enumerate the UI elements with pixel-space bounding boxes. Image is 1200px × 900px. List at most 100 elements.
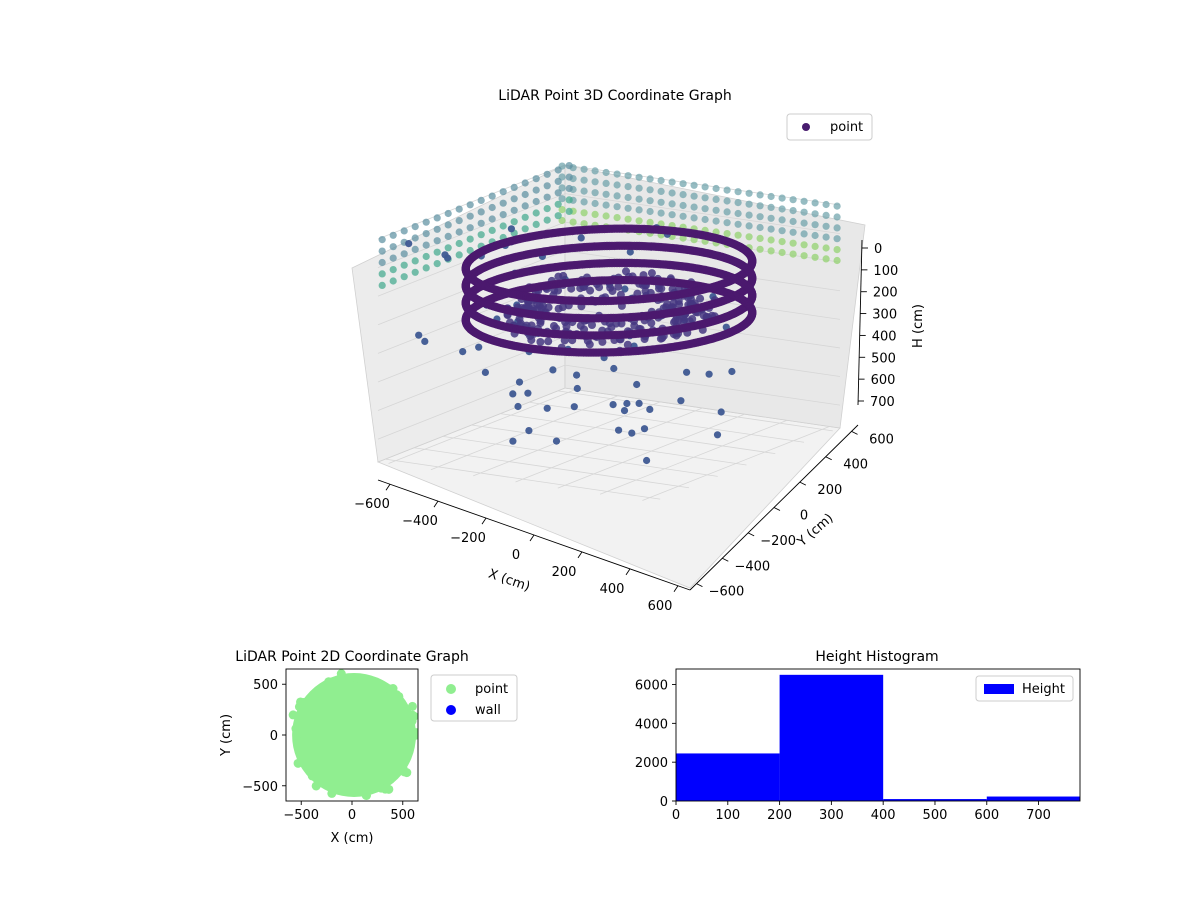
point-3d [723, 197, 731, 205]
point-3d [411, 257, 419, 265]
point-3d [614, 282, 623, 291]
point-3d [433, 260, 441, 268]
point-3d [657, 209, 665, 217]
point-3d [466, 246, 474, 255]
legend-3d-box [786, 113, 873, 141]
legend-histogram-box [975, 675, 1074, 702]
y-tick-mark [851, 430, 858, 435]
point-2d [384, 784, 394, 794]
point-3d [477, 219, 485, 227]
legend-2d-wall-label: wall [475, 703, 501, 718]
point-3d [789, 239, 797, 247]
point-2d [293, 758, 303, 768]
point-3d [811, 210, 819, 218]
histogram-bar [779, 674, 884, 801]
point-3d [543, 193, 551, 201]
point-3d [674, 316, 683, 325]
point-3d [778, 216, 786, 224]
point-3d [822, 244, 830, 252]
point-3d [633, 380, 641, 389]
point-3d [712, 184, 720, 193]
point-3d [721, 312, 731, 322]
point-3d [591, 178, 599, 186]
point-3d [778, 227, 786, 235]
x-tick-label-hist: 700 [1026, 808, 1051, 823]
legend-3d-point-marker [802, 123, 810, 131]
x-tick-label: 600 [648, 599, 673, 614]
point-3d [514, 402, 522, 411]
point-3d [800, 230, 808, 238]
legend-histogram: Height [975, 675, 1074, 702]
grid-line-wall-z [564, 193, 841, 234]
point-2d [329, 678, 339, 688]
scatter-2d-chart: LiDAR Point 2D Coordinate Graph −500 0 500… [219, 649, 518, 846]
point-3d [767, 214, 775, 222]
x-tick-label: −400 [402, 514, 438, 529]
point-3d [580, 220, 588, 228]
x-tick-label-2d: 0 [348, 808, 356, 823]
point-3d [668, 211, 676, 219]
point-3d [606, 283, 615, 292]
point-3d [510, 195, 518, 203]
point-3d [696, 294, 705, 303]
point-3d [488, 226, 496, 234]
y-tick-label: 400 [843, 458, 868, 473]
point-2d [385, 774, 395, 784]
point-3d [444, 232, 452, 240]
point-3d [723, 208, 731, 216]
point-3d [789, 228, 797, 236]
point-3d [400, 261, 408, 269]
point-3d [459, 348, 467, 356]
y-tick-label-hist: 6000 [635, 679, 668, 694]
ticks-histogram: 0 100 200 300 400 500 600 700 0 2000 4000 6000 [635, 679, 1051, 823]
point-3d [811, 231, 819, 240]
point-3d [509, 437, 517, 445]
z-tick-label: 100 [873, 264, 898, 279]
point-3d [411, 245, 419, 253]
point-3d [624, 183, 632, 191]
point-3d [635, 173, 643, 181]
point-3d [800, 252, 808, 260]
point-3d [543, 216, 551, 224]
grid-line-floor-y [385, 458, 661, 500]
point-3d [635, 184, 643, 192]
point-3d [378, 247, 386, 255]
y-tick-label: 0 [800, 509, 808, 524]
point-3d [591, 167, 599, 175]
point-3d [657, 187, 665, 195]
y-tick-label-hist: 2000 [635, 756, 668, 771]
point-3d [615, 426, 623, 434]
point-3d [532, 197, 540, 206]
point-3d [588, 321, 596, 329]
legend-2d-wall-marker [446, 705, 456, 715]
point-3d [721, 295, 731, 304]
point-3d [580, 165, 588, 173]
point-3d [675, 300, 684, 309]
point-2d [352, 673, 362, 683]
point-3d [488, 192, 496, 200]
point-3d [701, 205, 709, 213]
point-3d [647, 269, 656, 278]
point-3d [580, 176, 588, 184]
point-3d [690, 192, 698, 200]
grid-line-floor-y [557, 390, 833, 432]
point-3d [544, 337, 553, 346]
x-tick-mark [529, 534, 535, 542]
y-tick-label: −400 [734, 559, 770, 574]
point-2d [400, 746, 410, 756]
point-3d [400, 273, 408, 281]
point-3d [822, 211, 830, 219]
point-3d [811, 253, 819, 261]
point-cloud-3d [378, 162, 841, 465]
point-3d [705, 370, 713, 378]
point-3d [444, 221, 452, 229]
point-3d [734, 209, 742, 218]
point-3d [444, 244, 452, 252]
x-tick-mark [481, 517, 487, 525]
grid-line-floor-y [413, 447, 690, 489]
histogram-bars [676, 674, 1080, 801]
point-3d [455, 228, 463, 236]
point-3d [822, 200, 830, 209]
y-tick-label-2d: 0 [270, 729, 278, 744]
point-3d [552, 437, 561, 445]
